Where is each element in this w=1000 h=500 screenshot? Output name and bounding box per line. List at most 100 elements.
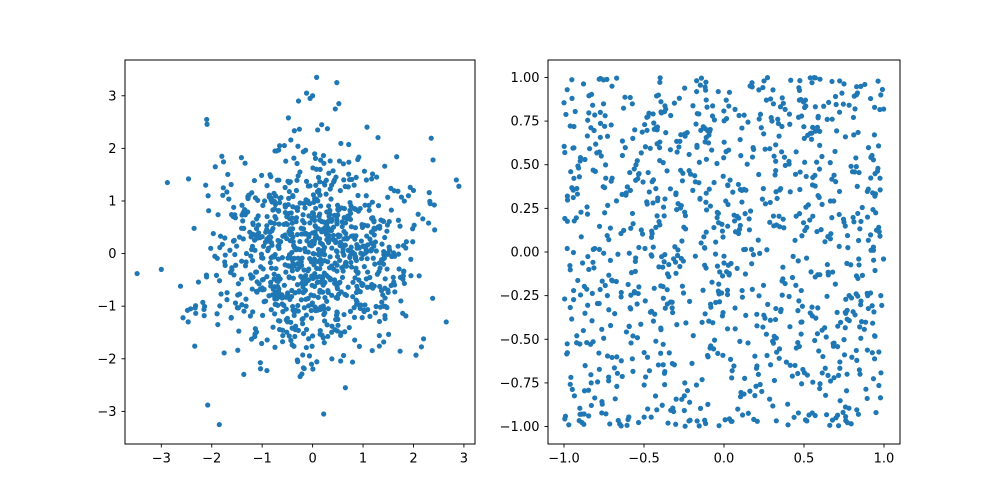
scatter-point — [802, 159, 808, 165]
scatter-point — [844, 232, 851, 239]
scatter-point — [703, 156, 710, 162]
scatter-point — [646, 110, 652, 116]
scatter-point — [259, 285, 265, 291]
scatter-point — [607, 225, 614, 231]
scatter-point — [816, 166, 823, 172]
scatter-point — [647, 309, 654, 315]
scatter-point — [347, 254, 353, 261]
scatter-point — [859, 319, 865, 325]
scatter-point — [585, 387, 592, 393]
scatter-point — [316, 274, 323, 280]
scatter-point — [352, 225, 359, 231]
scatter-point — [607, 257, 614, 263]
scatter-point — [742, 375, 748, 381]
scatter-point — [571, 297, 577, 303]
scatter-point — [320, 152, 327, 159]
scatter-point — [864, 395, 870, 402]
scatter-point — [814, 228, 820, 235]
left-y-axis: −3 −2 −1 0 1 2 3 — [97, 89, 125, 420]
scatter-point — [203, 182, 209, 188]
scatter-point — [224, 189, 230, 195]
scatter-point — [790, 253, 796, 259]
scatter-point — [680, 258, 686, 264]
scatter-point — [692, 253, 698, 259]
scatter-point — [254, 235, 260, 241]
scatter-point — [333, 316, 339, 323]
scatter-point — [590, 259, 596, 265]
scatter-point — [786, 293, 792, 300]
scatter-point — [410, 187, 417, 194]
scatter-point — [293, 187, 300, 194]
scatter-point — [869, 303, 875, 309]
scatter-point — [598, 153, 604, 159]
scatter-point — [269, 242, 275, 248]
scatter-point — [291, 309, 298, 315]
scatter-point — [401, 198, 407, 204]
scatter-point — [324, 322, 330, 328]
x-tick-label: −3 — [152, 452, 171, 467]
scatter-point — [394, 154, 400, 160]
scatter-point — [618, 230, 624, 237]
scatter-point — [272, 201, 279, 208]
scatter-point — [664, 287, 670, 293]
scatter-point — [795, 308, 801, 314]
scatter-point — [270, 324, 276, 330]
scatter-point — [781, 154, 788, 160]
scatter-point — [312, 235, 319, 241]
scatter-point — [283, 306, 289, 312]
scatter-point — [736, 112, 742, 119]
scatter-point — [571, 287, 577, 294]
scatter-point — [626, 250, 632, 256]
scatter-point — [719, 313, 726, 319]
x-tick-label: 3 — [460, 452, 468, 467]
scatter-point — [286, 333, 292, 339]
scatter-point — [877, 233, 883, 239]
scatter-point — [819, 327, 825, 333]
scatter-point — [300, 365, 306, 371]
scatter-point — [329, 216, 335, 222]
scatter-point — [310, 165, 316, 171]
y-tick-label: −0.75 — [500, 376, 540, 391]
scatter-point — [656, 219, 662, 225]
scatter-point — [395, 243, 401, 249]
scatter-point — [370, 240, 376, 246]
scatter-point — [664, 301, 670, 307]
scatter-point — [660, 362, 666, 368]
scatter-point — [286, 275, 292, 281]
scatter-point — [763, 97, 770, 103]
scatter-point — [737, 186, 743, 193]
scatter-point — [801, 124, 807, 130]
scatter-point — [660, 204, 667, 210]
scatter-point — [793, 149, 799, 155]
scatter-point — [228, 181, 234, 188]
scatter-point — [300, 149, 306, 155]
scatter-point — [380, 292, 386, 298]
scatter-point — [373, 248, 379, 254]
scatter-point — [862, 81, 868, 88]
scatter-point — [726, 89, 733, 95]
scatter-point — [584, 211, 591, 217]
scatter-point — [596, 366, 602, 372]
scatter-point — [180, 315, 186, 321]
scatter-point — [791, 414, 797, 420]
scatter-point — [629, 356, 635, 362]
scatter-point — [334, 80, 340, 86]
scatter-point — [289, 226, 296, 232]
scatter-point — [803, 173, 809, 180]
scatter-point — [761, 131, 767, 137]
scatter-point — [780, 100, 786, 106]
scatter-point — [255, 197, 261, 203]
scatter-point — [721, 118, 727, 124]
scatter-point — [401, 280, 407, 287]
scatter-point — [619, 138, 626, 144]
scatter-point — [622, 145, 628, 151]
scatter-point — [812, 274, 818, 280]
scatter-point — [215, 212, 221, 218]
scatter-point — [641, 414, 647, 420]
scatter-point — [571, 145, 577, 151]
scatter-point — [315, 226, 321, 232]
scatter-point — [300, 330, 307, 337]
scatter-point — [277, 143, 283, 149]
scatter-point — [561, 143, 567, 149]
scatter-point — [852, 106, 858, 112]
